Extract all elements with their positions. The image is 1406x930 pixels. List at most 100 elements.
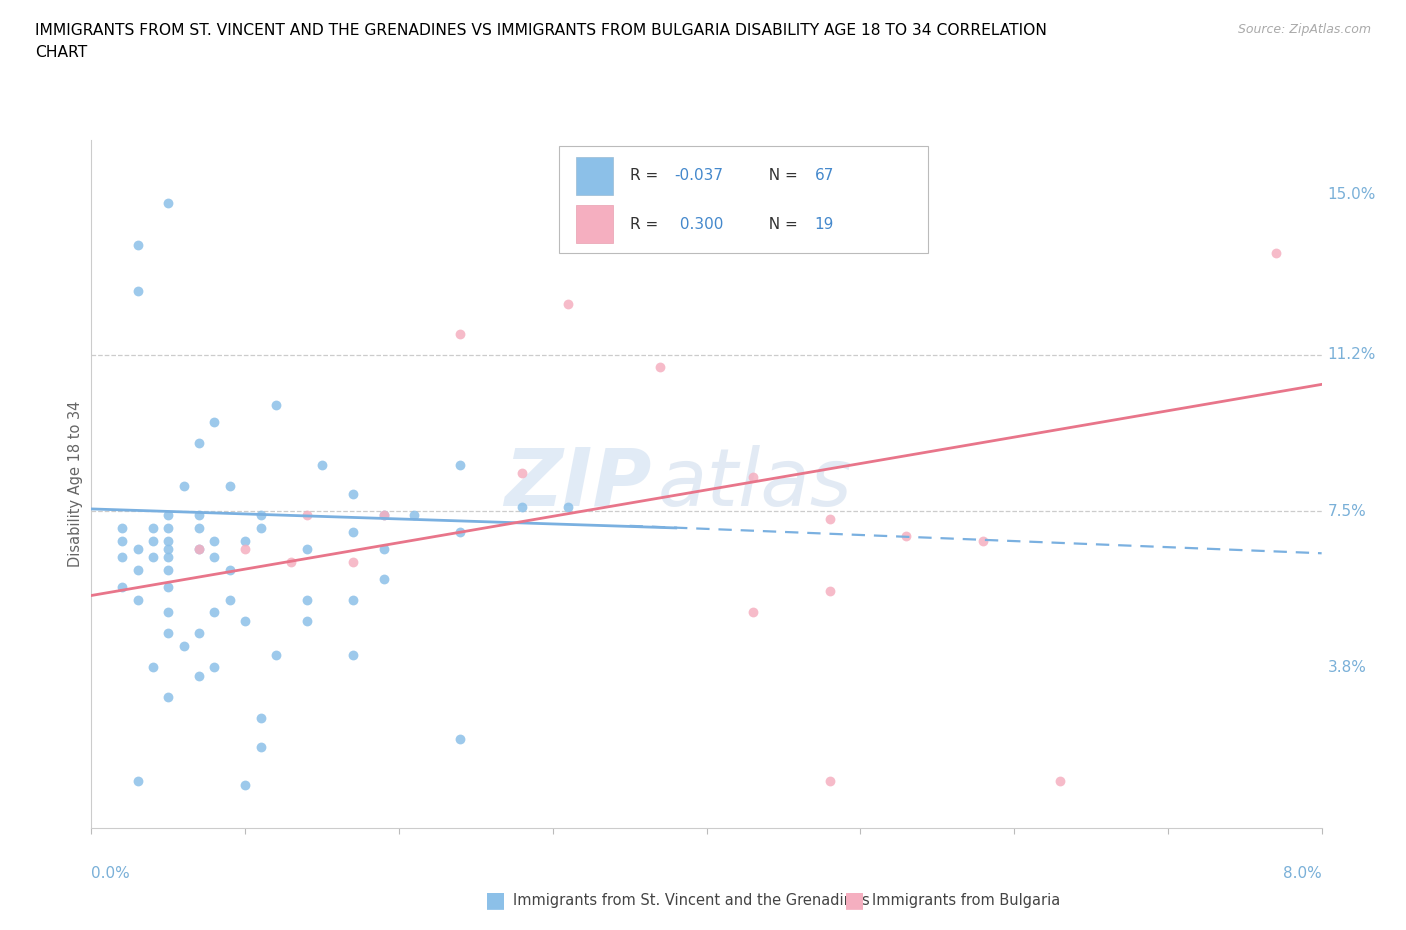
Text: 19: 19 bbox=[815, 217, 834, 232]
Point bbox=[157, 195, 180, 210]
Point bbox=[188, 669, 211, 684]
Point bbox=[295, 592, 318, 607]
Point bbox=[142, 550, 165, 565]
Point bbox=[142, 521, 165, 536]
Point bbox=[896, 529, 918, 544]
Point bbox=[111, 579, 134, 594]
Point bbox=[449, 732, 471, 747]
Point bbox=[449, 458, 471, 472]
Point bbox=[295, 614, 318, 629]
Text: 0.300: 0.300 bbox=[675, 217, 723, 232]
Point bbox=[202, 659, 225, 674]
Point bbox=[233, 541, 256, 556]
Point bbox=[127, 592, 149, 607]
Point bbox=[127, 541, 149, 556]
Point bbox=[202, 415, 225, 430]
Point bbox=[264, 647, 287, 662]
Point bbox=[295, 508, 318, 523]
Text: ■: ■ bbox=[844, 890, 865, 910]
Point bbox=[818, 512, 841, 527]
Point bbox=[173, 478, 195, 493]
Text: CHART: CHART bbox=[35, 45, 87, 60]
Text: -0.037: -0.037 bbox=[675, 168, 724, 183]
FancyBboxPatch shape bbox=[558, 146, 928, 253]
Point bbox=[157, 541, 180, 556]
Point bbox=[280, 554, 302, 569]
Point bbox=[218, 563, 240, 578]
Point bbox=[249, 711, 271, 725]
Point bbox=[233, 533, 256, 548]
Point bbox=[1049, 774, 1071, 789]
Point bbox=[188, 508, 211, 523]
Point bbox=[218, 478, 240, 493]
Point bbox=[127, 774, 149, 789]
Point bbox=[127, 563, 149, 578]
Point bbox=[157, 521, 180, 536]
Text: 0.0%: 0.0% bbox=[91, 866, 131, 881]
Point bbox=[127, 237, 149, 252]
Point bbox=[188, 626, 211, 641]
Point bbox=[373, 541, 395, 556]
Text: 3.8%: 3.8% bbox=[1327, 659, 1367, 675]
Y-axis label: Disability Age 18 to 34: Disability Age 18 to 34 bbox=[67, 401, 83, 566]
Text: R =: R = bbox=[630, 217, 664, 232]
Point bbox=[188, 521, 211, 536]
Point bbox=[202, 550, 225, 565]
Text: R =: R = bbox=[630, 168, 664, 183]
Point bbox=[342, 554, 364, 569]
Point bbox=[818, 584, 841, 599]
Point bbox=[142, 533, 165, 548]
Text: IMMIGRANTS FROM ST. VINCENT AND THE GRENADINES VS IMMIGRANTS FROM BULGARIA DISAB: IMMIGRANTS FROM ST. VINCENT AND THE GREN… bbox=[35, 23, 1047, 38]
Point bbox=[218, 592, 240, 607]
Point bbox=[342, 486, 364, 501]
Text: Immigrants from St. Vincent and the Grenadines: Immigrants from St. Vincent and the Gren… bbox=[513, 893, 870, 908]
Point bbox=[233, 778, 256, 793]
Point bbox=[202, 533, 225, 548]
Point bbox=[157, 579, 180, 594]
Point bbox=[342, 647, 364, 662]
Point bbox=[249, 508, 271, 523]
Point bbox=[249, 521, 271, 536]
Text: N =: N = bbox=[759, 217, 803, 232]
Point bbox=[264, 398, 287, 413]
Text: ■: ■ bbox=[485, 890, 506, 910]
Point bbox=[202, 604, 225, 619]
Text: 11.2%: 11.2% bbox=[1327, 347, 1376, 363]
Text: Source: ZipAtlas.com: Source: ZipAtlas.com bbox=[1237, 23, 1371, 36]
FancyBboxPatch shape bbox=[576, 157, 613, 195]
Point bbox=[142, 659, 165, 674]
Point bbox=[404, 508, 426, 523]
Point bbox=[373, 508, 395, 523]
Point bbox=[373, 508, 395, 523]
Point bbox=[741, 604, 763, 619]
Point bbox=[188, 436, 211, 451]
Point bbox=[157, 550, 180, 565]
Point bbox=[157, 563, 180, 578]
Text: atlas: atlas bbox=[657, 445, 852, 523]
Point bbox=[342, 525, 364, 539]
Point bbox=[449, 326, 471, 341]
Point bbox=[127, 284, 149, 299]
Text: 8.0%: 8.0% bbox=[1282, 866, 1322, 881]
Text: Immigrants from Bulgaria: Immigrants from Bulgaria bbox=[872, 893, 1060, 908]
Point bbox=[311, 458, 333, 472]
Point bbox=[1264, 246, 1286, 261]
Point bbox=[157, 689, 180, 704]
Point bbox=[557, 499, 579, 514]
Point bbox=[557, 297, 579, 312]
Point bbox=[157, 533, 180, 548]
Point bbox=[510, 466, 533, 481]
Point bbox=[373, 571, 395, 586]
Point bbox=[111, 550, 134, 565]
FancyBboxPatch shape bbox=[576, 206, 613, 243]
Point bbox=[111, 533, 134, 548]
Point bbox=[295, 541, 318, 556]
Point bbox=[249, 740, 271, 755]
Point bbox=[741, 470, 763, 485]
Point bbox=[188, 541, 211, 556]
Text: ZIP: ZIP bbox=[503, 445, 651, 523]
Point bbox=[650, 360, 672, 375]
Point bbox=[157, 508, 180, 523]
Point bbox=[157, 604, 180, 619]
Point bbox=[449, 525, 471, 539]
